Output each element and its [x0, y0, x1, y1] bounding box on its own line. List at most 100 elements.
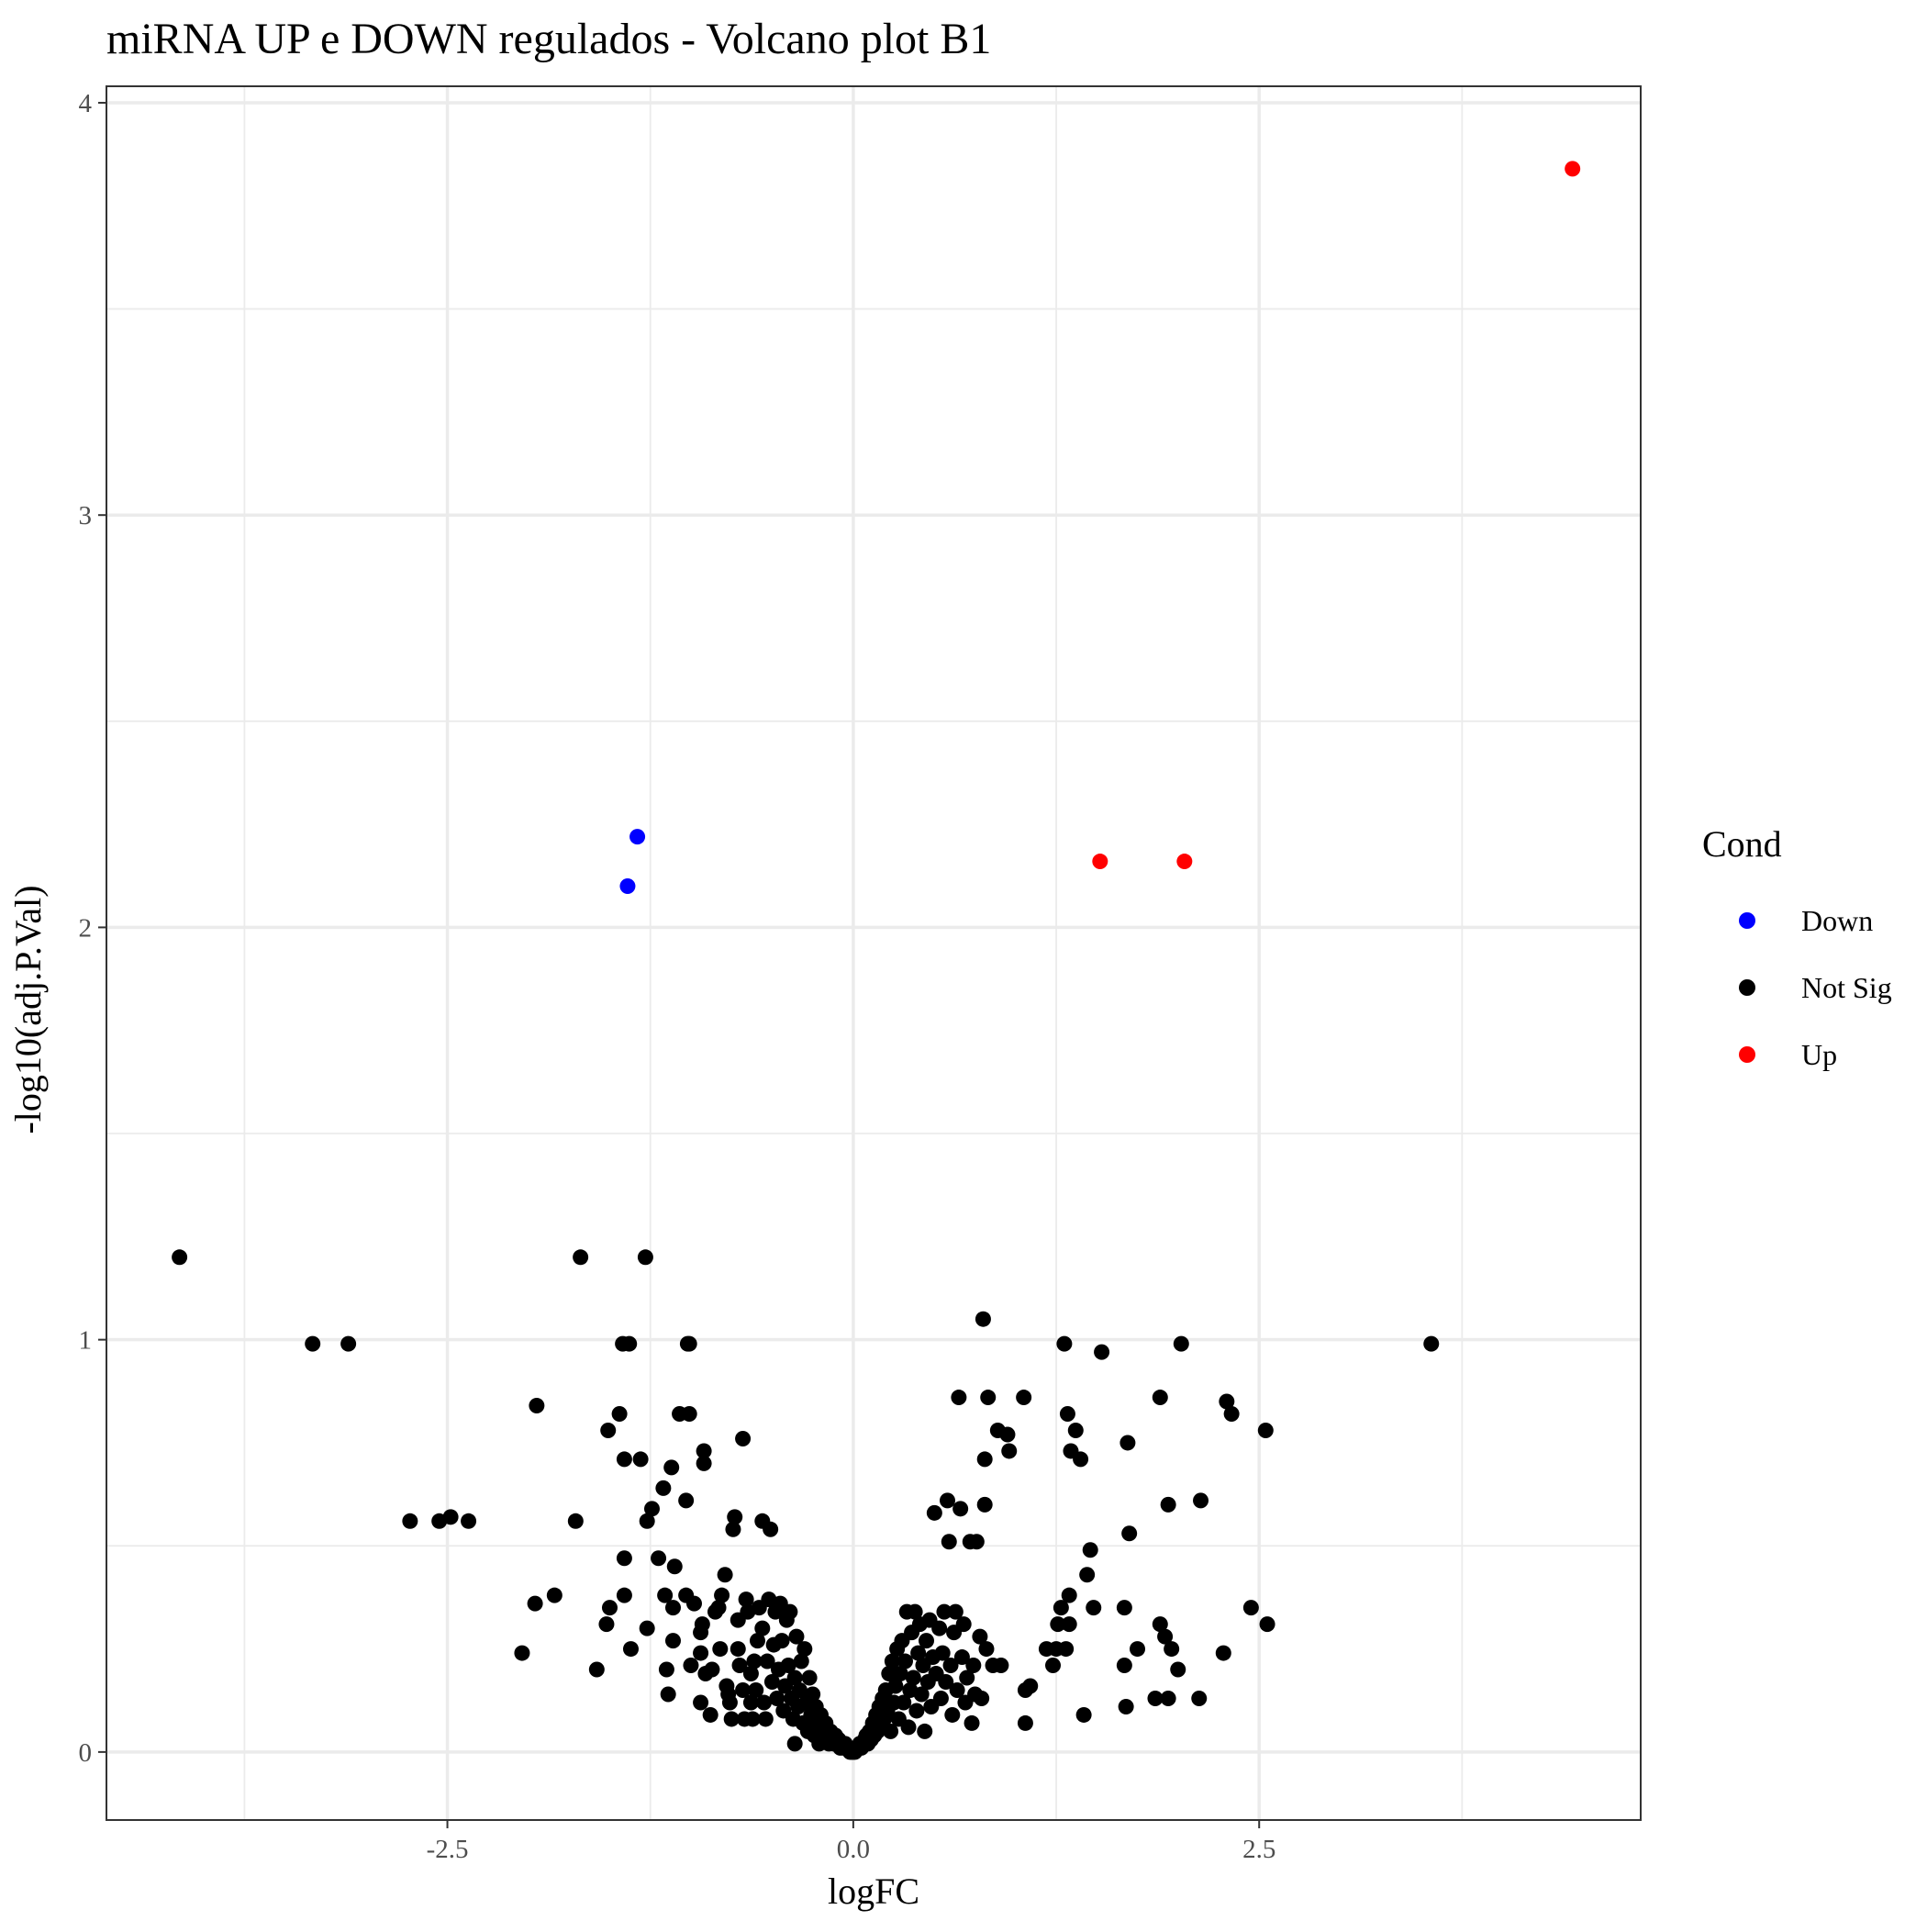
legend-entries: Down Not Sig Up	[1739, 904, 1892, 1071]
data-point	[769, 1690, 785, 1706]
legend-marker	[1739, 979, 1755, 996]
points-layer	[172, 161, 1581, 1760]
chart-title: miRNA UP e DOWN regulados - Volcano plot…	[106, 15, 991, 63]
data-point	[696, 1455, 712, 1471]
data-point	[402, 1513, 418, 1529]
data-point	[717, 1567, 733, 1583]
data-point	[1045, 1658, 1062, 1674]
panel-border	[106, 85, 1642, 1821]
data-point	[657, 1587, 674, 1603]
data-point	[910, 1645, 927, 1661]
y-tick-label: 4	[79, 89, 93, 118]
data-point	[693, 1694, 709, 1711]
data-point	[972, 1628, 988, 1645]
data-point	[1565, 161, 1581, 177]
data-point	[712, 1641, 729, 1658]
data-point	[964, 1714, 980, 1731]
data-point	[976, 1496, 993, 1513]
data-point	[681, 1335, 697, 1352]
x-tick-label: 0.0	[837, 1835, 870, 1864]
data-point	[754, 1620, 771, 1636]
data-point	[616, 1587, 632, 1603]
data-point	[976, 1451, 993, 1468]
data-point	[952, 1501, 969, 1517]
y-axis-title: -log10(adj.P.Val)	[7, 885, 49, 1134]
data-point	[1215, 1645, 1231, 1661]
data-point	[730, 1641, 746, 1658]
data-point	[1094, 1344, 1110, 1360]
data-point	[940, 1492, 956, 1509]
data-point	[786, 1670, 803, 1686]
legend-entry: Not Sig	[1739, 971, 1892, 1004]
data-point	[658, 1661, 674, 1678]
data-point	[567, 1513, 584, 1529]
data-point	[600, 1422, 617, 1438]
data-point	[1242, 1600, 1259, 1616]
data-point	[955, 1616, 972, 1633]
data-point	[947, 1603, 964, 1620]
data-point	[944, 1706, 961, 1723]
data-point	[1016, 1390, 1032, 1406]
data-point	[666, 1558, 683, 1575]
data-point	[1001, 1443, 1018, 1459]
data-point	[1160, 1690, 1176, 1706]
data-point	[1147, 1690, 1164, 1706]
data-point	[172, 1249, 188, 1266]
data-point	[1116, 1600, 1132, 1616]
data-point	[926, 1504, 942, 1521]
data-point	[931, 1620, 948, 1636]
data-point	[1061, 1616, 1077, 1633]
legend-title: Cond	[1702, 823, 1782, 865]
data-point	[744, 1711, 761, 1727]
data-point	[934, 1645, 951, 1661]
data-point	[748, 1681, 764, 1698]
data-point	[1061, 1587, 1077, 1603]
data-point	[1073, 1451, 1089, 1468]
data-point	[959, 1670, 975, 1686]
data-point	[629, 829, 646, 845]
data-point	[993, 1658, 1009, 1674]
data-point	[588, 1661, 605, 1678]
legend-label: Not Sig	[1801, 971, 1892, 1004]
y-tick-label: 1	[79, 1326, 93, 1356]
data-point	[1173, 1335, 1189, 1352]
legend-entry: Down	[1739, 904, 1873, 937]
data-point	[788, 1628, 805, 1645]
data-point	[651, 1550, 667, 1567]
data-point	[710, 1600, 727, 1616]
data-point	[980, 1390, 997, 1406]
data-point	[1017, 1714, 1033, 1731]
data-point	[1170, 1661, 1186, 1678]
legend-label: Up	[1801, 1038, 1837, 1071]
data-point	[681, 1406, 697, 1423]
data-point	[887, 1678, 904, 1694]
data-point	[742, 1694, 759, 1711]
data-point	[601, 1600, 618, 1616]
data-point	[951, 1390, 967, 1406]
legend-marker	[1739, 1046, 1755, 1063]
data-point	[622, 1641, 639, 1658]
data-point	[621, 1335, 638, 1352]
data-point	[805, 1686, 821, 1703]
data-point	[643, 1501, 660, 1517]
data-point	[941, 1534, 957, 1550]
data-point	[1058, 1641, 1075, 1658]
data-point	[727, 1509, 743, 1525]
data-point	[655, 1480, 672, 1496]
x-axis-title: logFC	[828, 1871, 919, 1912]
data-point	[735, 1430, 752, 1446]
y-tick-label: 3	[79, 501, 93, 530]
data-point	[892, 1666, 908, 1682]
data-point	[905, 1670, 921, 1686]
data-point	[793, 1653, 809, 1670]
data-point	[763, 1674, 780, 1691]
ticks-layer: -2.5 0.0 2.5 0 1 2 3 4	[79, 89, 1276, 1864]
data-point	[759, 1653, 775, 1670]
data-point	[749, 1633, 765, 1649]
data-point	[919, 1633, 935, 1649]
data-point	[527, 1595, 543, 1612]
data-point	[896, 1694, 912, 1711]
data-point	[678, 1492, 695, 1509]
data-point	[942, 1658, 959, 1674]
